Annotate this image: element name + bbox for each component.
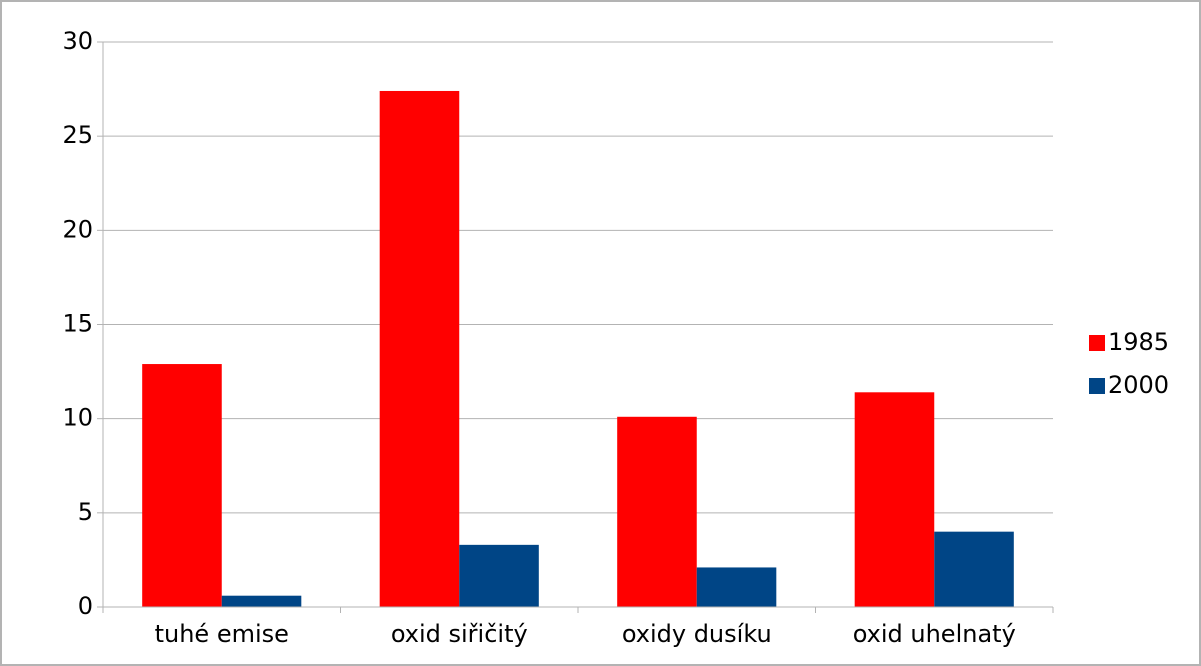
y-tick-label: 25: [62, 121, 93, 149]
legend-swatch: [1089, 335, 1105, 351]
legend-swatch: [1089, 378, 1105, 394]
legend-label: 2000: [1108, 371, 1169, 399]
x-tick-label: tuhé emise: [155, 620, 289, 648]
y-tick-label: 10: [62, 404, 93, 432]
y-tick-label: 15: [62, 310, 93, 338]
bar: [142, 364, 222, 607]
x-tick-label: oxid uhelnatý: [853, 620, 1016, 648]
bar: [934, 531, 1014, 607]
x-tick-label: oxidy dusíku: [622, 620, 772, 648]
bar: [696, 567, 777, 607]
bar: [379, 90, 460, 607]
y-tick-label: 5: [78, 498, 93, 526]
y-tick-label: 0: [78, 592, 93, 620]
bar: [854, 392, 935, 607]
bar: [617, 416, 697, 607]
legend-label: 1985: [1108, 328, 1169, 356]
bar: [221, 595, 302, 607]
x-tick-label: oxid siřičitý: [391, 620, 528, 648]
bar: [459, 544, 539, 607]
y-tick-label: 30: [62, 27, 93, 55]
y-tick-label: 20: [62, 215, 93, 243]
